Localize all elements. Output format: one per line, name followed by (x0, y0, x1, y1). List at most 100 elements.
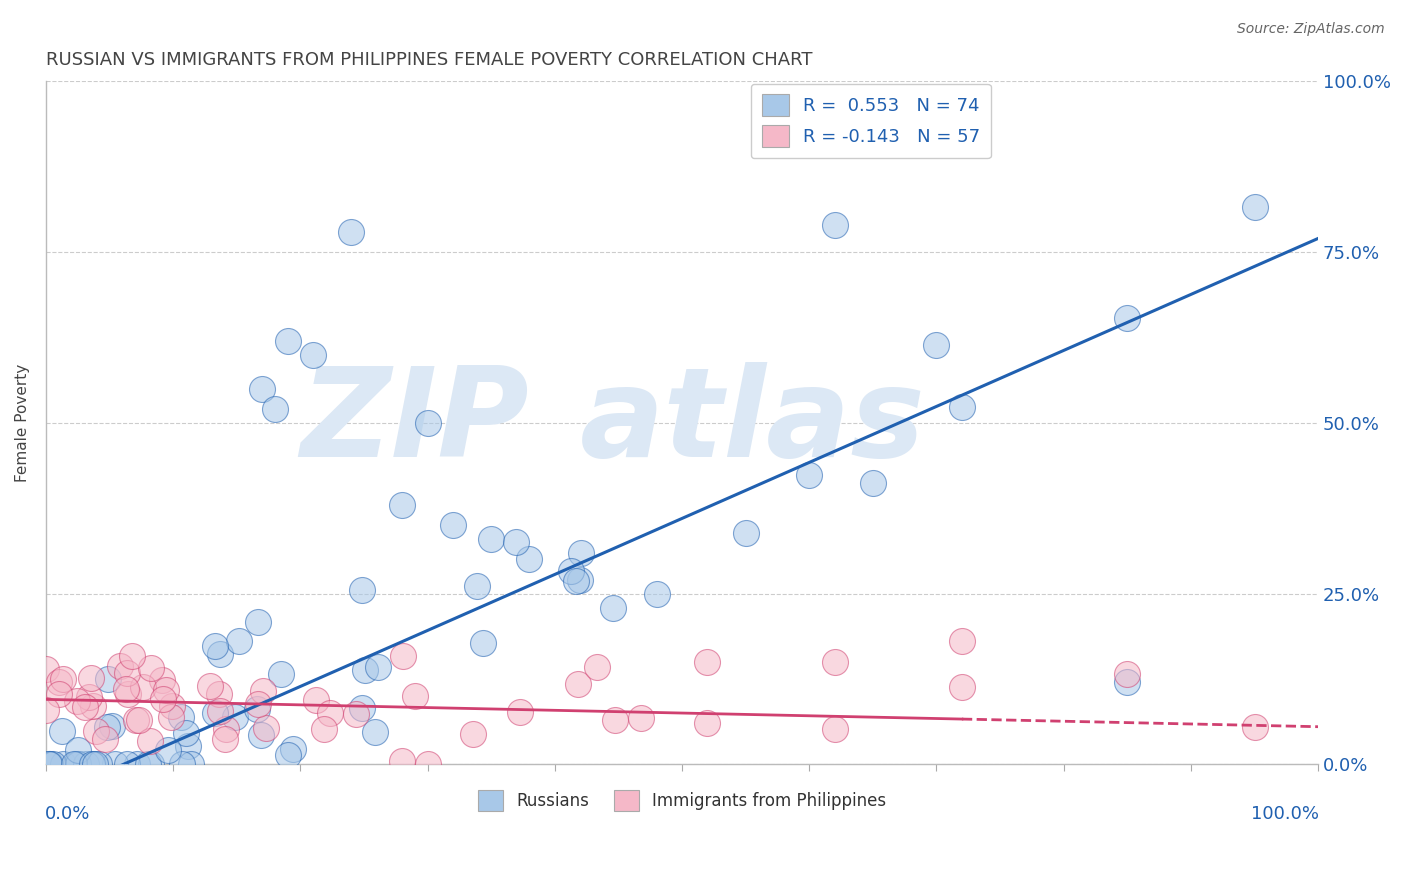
Point (1116, 310, 1139, 325)
Point (567, 676, 589, 690)
Point (104, 757, 127, 772)
Point (416, 416, 439, 430)
Point (128, 713, 150, 727)
Point (605, 714, 627, 728)
Point (950, 634, 973, 648)
Point (312, 722, 335, 736)
Point (246, 697, 269, 711)
Point (569, 573, 592, 587)
Point (127, 757, 149, 772)
Point (1116, 667, 1139, 681)
Point (302, 347, 325, 361)
Point (602, 600, 624, 615)
Point (155, 682, 177, 697)
Point (305, 693, 328, 707)
Point (340, 225, 363, 239)
Point (94, 732, 117, 747)
Point (97, 672, 120, 686)
Point (696, 715, 718, 730)
Point (505, 535, 527, 549)
Point (696, 655, 718, 669)
Point (115, 757, 138, 772)
Point (82, 757, 104, 772)
Point (471, 636, 494, 650)
Point (170, 710, 193, 724)
Point (392, 648, 415, 663)
Point (208, 647, 231, 661)
Point (1243, 201, 1265, 215)
Point (569, 546, 592, 560)
Point (35, 662, 58, 676)
Point (862, 475, 884, 490)
Point (117, 687, 139, 701)
Point (246, 615, 269, 629)
Point (461, 726, 484, 740)
Point (350, 582, 373, 597)
Point (150, 673, 173, 687)
Point (174, 725, 197, 739)
Point (198, 679, 221, 693)
Point (207, 687, 229, 701)
Point (180, 757, 202, 772)
Point (824, 722, 846, 736)
Legend: Russians, Immigrants from Philippines: Russians, Immigrants from Philippines (471, 784, 893, 817)
Point (42, 757, 65, 772)
Point (77, 690, 100, 705)
Point (136, 757, 159, 772)
Point (159, 710, 181, 724)
Point (84, 723, 107, 738)
Point (132, 680, 155, 694)
Point (509, 705, 531, 719)
Point (75, 757, 97, 772)
Point (254, 721, 277, 735)
Point (139, 661, 162, 675)
Point (204, 639, 226, 653)
Point (224, 710, 246, 724)
Point (364, 724, 387, 739)
Point (52, 757, 75, 772)
Point (252, 382, 274, 396)
Point (519, 552, 541, 566)
Point (270, 667, 292, 681)
Point (645, 586, 668, 600)
Point (89, 757, 111, 772)
Point (52, 672, 75, 686)
Point (82, 699, 104, 714)
Point (62, 757, 84, 772)
Point (139, 734, 162, 748)
Point (170, 757, 193, 772)
Point (246, 702, 269, 716)
Point (66, 694, 89, 708)
Point (264, 402, 287, 417)
Point (441, 518, 464, 533)
Point (404, 690, 426, 704)
Text: RUSSIAN VS IMMIGRANTS FROM PHILIPPINES FEMALE POVERTY CORRELATION CHART: RUSSIAN VS IMMIGRANTS FROM PHILIPPINES F… (46, 51, 813, 69)
Y-axis label: Female Poverty: Female Poverty (15, 364, 30, 482)
Point (479, 532, 502, 546)
Point (416, 757, 439, 772)
Point (565, 574, 588, 588)
Point (586, 660, 609, 674)
Point (67, 743, 90, 757)
Point (117, 665, 139, 680)
Text: 0.0%: 0.0% (45, 805, 90, 823)
Point (367, 660, 389, 674)
Point (228, 634, 250, 648)
Point (204, 706, 226, 720)
Point (156, 743, 179, 757)
Point (84, 757, 107, 772)
Text: Source: ZipAtlas.com: Source: ZipAtlas.com (1237, 22, 1385, 37)
Point (391, 498, 413, 512)
Point (73, 699, 96, 714)
Point (80, 671, 103, 685)
Point (214, 732, 236, 747)
Point (110, 658, 132, 673)
Point (734, 526, 756, 541)
Text: atlas: atlas (581, 362, 927, 483)
Point (177, 739, 200, 753)
Point (799, 467, 821, 482)
Point (125, 713, 148, 727)
Point (824, 218, 846, 232)
Point (38, 757, 60, 772)
Point (560, 564, 582, 578)
